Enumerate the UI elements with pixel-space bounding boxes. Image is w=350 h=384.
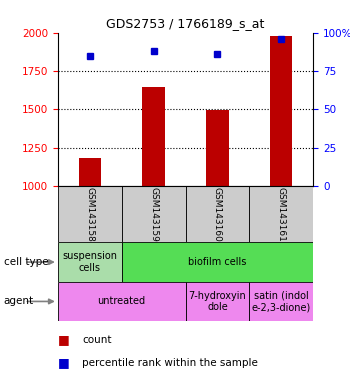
Bar: [122, 186, 186, 242]
Bar: [58, 282, 186, 321]
Text: GSM143161: GSM143161: [277, 187, 286, 242]
Text: cell type: cell type: [4, 257, 48, 267]
Text: GSM143158: GSM143158: [85, 187, 94, 242]
Bar: [58, 242, 122, 282]
Text: GSM143160: GSM143160: [213, 187, 222, 242]
Bar: [58, 186, 122, 242]
Bar: [186, 282, 249, 321]
Bar: [249, 282, 313, 321]
Text: GSM143159: GSM143159: [149, 187, 158, 242]
Text: biofilm cells: biofilm cells: [188, 257, 247, 267]
Text: ■: ■: [58, 333, 70, 346]
Text: count: count: [82, 335, 112, 345]
Bar: [122, 242, 313, 282]
Text: agent: agent: [4, 296, 34, 306]
Text: 7-hydroxyin
dole: 7-hydroxyin dole: [189, 291, 246, 312]
Bar: [142, 87, 165, 186]
Text: percentile rank within the sample: percentile rank within the sample: [82, 358, 258, 368]
Text: ■: ■: [58, 356, 70, 369]
Bar: [249, 186, 313, 242]
Bar: [186, 186, 249, 242]
Title: GDS2753 / 1766189_s_at: GDS2753 / 1766189_s_at: [106, 17, 265, 30]
Text: untreated: untreated: [98, 296, 146, 306]
Bar: [270, 36, 293, 186]
Text: suspension
cells: suspension cells: [62, 251, 117, 273]
Bar: [206, 110, 229, 186]
Text: satin (indol
e-2,3-dione): satin (indol e-2,3-dione): [252, 291, 311, 312]
Bar: [78, 158, 101, 186]
